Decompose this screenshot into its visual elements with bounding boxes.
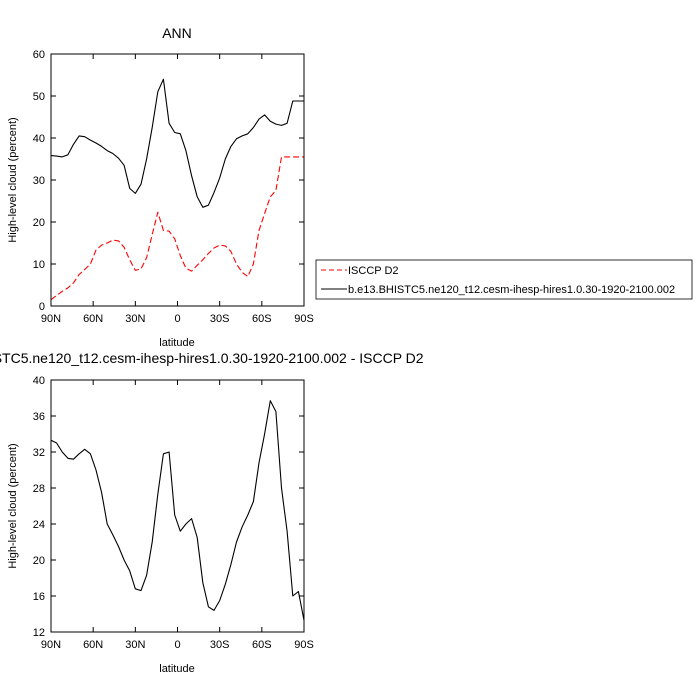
top-y-tick-label: 60 <box>33 49 45 61</box>
bottom-y-tick-label: 28 <box>33 483 45 495</box>
top-y-axis-label: High-level cloud (percent) <box>7 117 19 242</box>
bottom-y-axis-label: High-level cloud (percent) <box>7 443 19 568</box>
bottom-y-tick-label: 32 <box>33 447 45 459</box>
bottom-y-tick-label: 12 <box>33 627 45 639</box>
top-series-line-1 <box>50 78 304 208</box>
bottom-y-tick-label: 24 <box>33 519 45 531</box>
bottom-x-tick-label: 60S <box>252 639 272 651</box>
bottom-y-tick-label: 36 <box>33 411 45 423</box>
top-plot-frame <box>50 53 305 307</box>
bottom-x-tick-label: 0 <box>174 639 180 651</box>
bottom-x-tick-label: 90N <box>41 639 61 651</box>
bottom-chart-title: b.e13.BHISTC5.ne120_t12.cesm-ihesp-hires… <box>0 350 424 366</box>
top-x-tick-label: 90S <box>294 313 314 325</box>
top-y-tick-label: 50 <box>33 91 45 103</box>
top-x-tick-label: 0 <box>174 313 180 325</box>
bottom-y-tick-label: 16 <box>33 591 45 603</box>
bottom-x-tick-label: 30S <box>210 639 230 651</box>
top-x-axis-label: latitude <box>159 337 194 349</box>
bottom-x-tick-label: 30N <box>125 639 145 651</box>
top-y-tick-label: 40 <box>33 133 45 145</box>
bottom-plot-frame <box>50 379 305 633</box>
top-x-tick-label: 60N <box>83 313 103 325</box>
bottom-x-tick-label: 90S <box>294 639 314 651</box>
top-x-tick-label: 30S <box>210 313 230 325</box>
bottom-x-tick-label: 60N <box>83 639 103 651</box>
top-y-tick-label: 10 <box>33 259 45 271</box>
top-chart-title: ANN <box>162 25 192 41</box>
top-y-tick-label: 30 <box>33 175 45 187</box>
bottom-plot-area: 90N 60N 30N 0 30S 60S 90S 12 16 20 24 28 32 36 40 <box>33 375 314 651</box>
bottom-panel: b.e13.BHISTC5.ne120_t12.cesm-ihesp-hires… <box>0 350 424 675</box>
legend-box <box>315 259 693 300</box>
legend-label-model: b.e13.BHISTC5.ne120_t12.cesm-ihesp-hires… <box>348 284 675 296</box>
top-x-tick-label: 30N <box>125 313 145 325</box>
legend-label-isccp: ISCCP D2 <box>348 265 399 277</box>
top-x-tick-label: 90N <box>41 313 61 325</box>
top-series-line-0 <box>50 156 304 301</box>
bottom-series-line-0 <box>50 400 305 621</box>
bottom-y-tick-label: 20 <box>33 555 45 567</box>
bottom-x-axis-label: latitude <box>159 663 194 675</box>
top-x-tick-label: 60S <box>252 313 272 325</box>
legend: ISCCP D2 b.e13.BHISTC5.ne120_t12.cesm-ih… <box>315 259 693 300</box>
bottom-y-tick-label: 40 <box>33 375 45 387</box>
top-plot-area: 90N 60N 30N 0 30S 60S 90S 0 10 20 30 40 50 60 <box>33 49 314 325</box>
top-y-tick-label: 0 <box>39 301 45 313</box>
top-panel: ANN High-level cloud (percent) latitude … <box>7 25 314 349</box>
top-y-tick-label: 20 <box>33 217 45 229</box>
